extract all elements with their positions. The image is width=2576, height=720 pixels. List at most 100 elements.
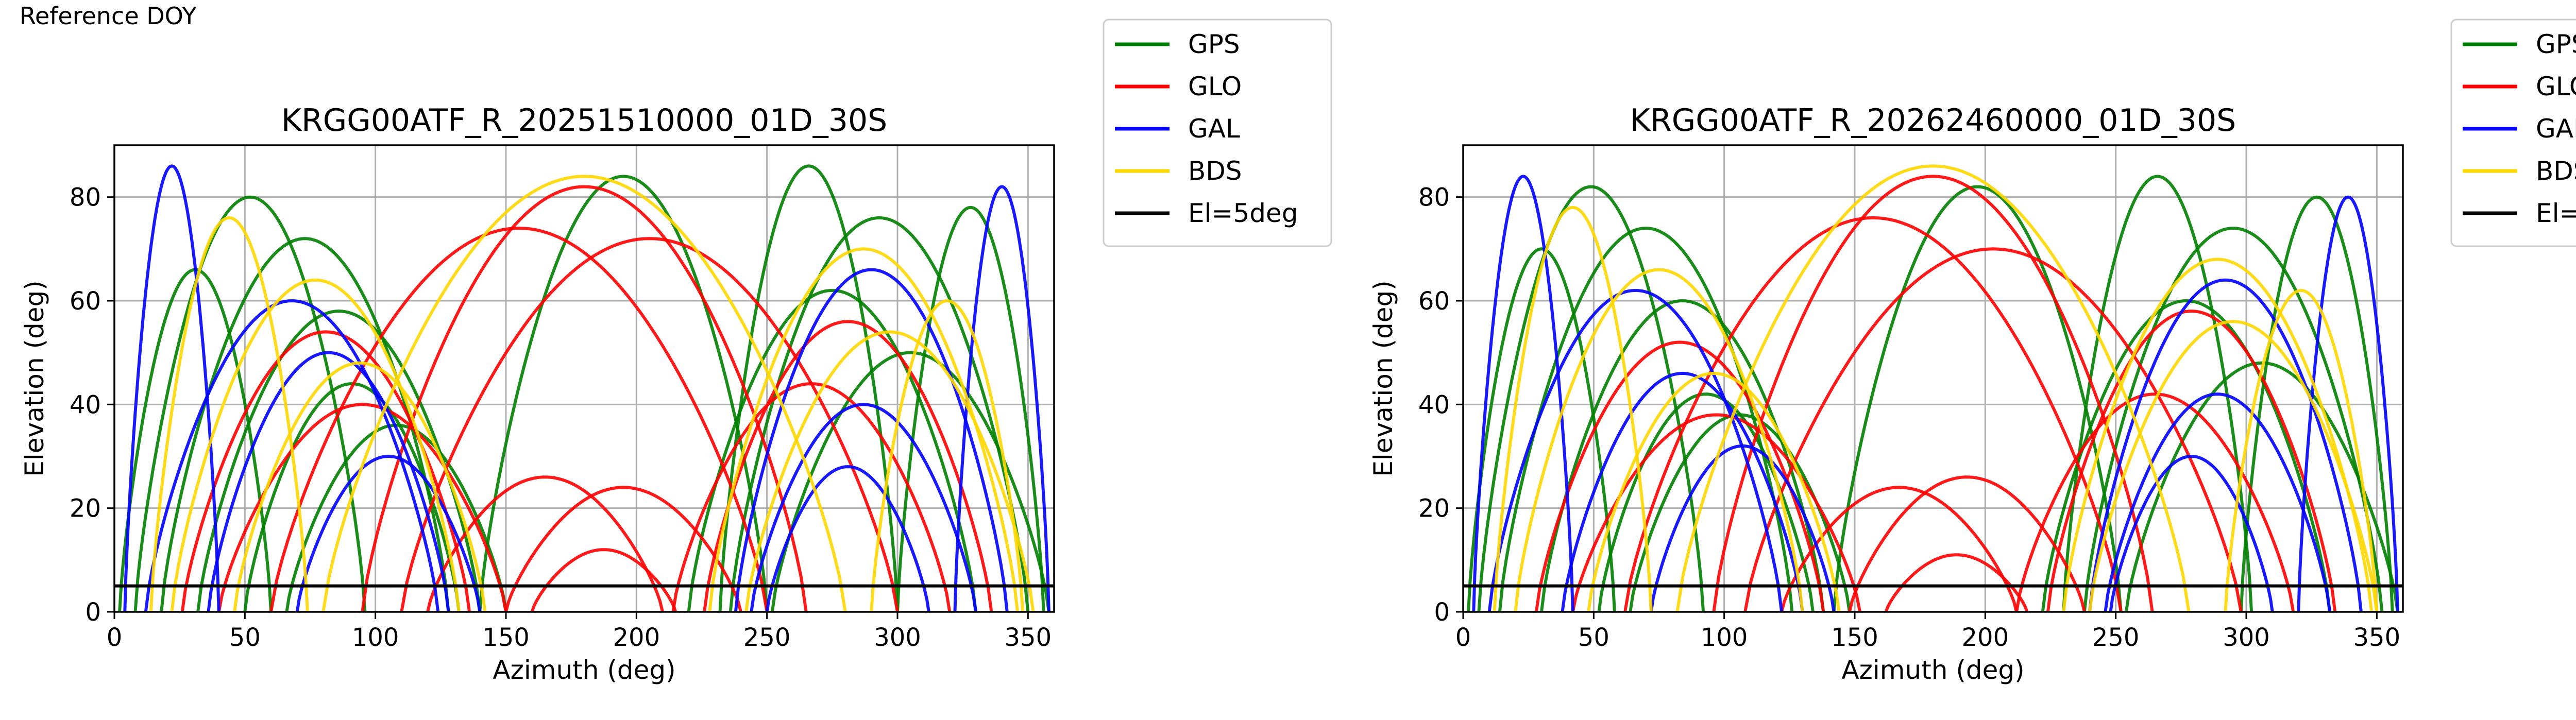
axes-frame xyxy=(113,144,1055,613)
track-bds xyxy=(1514,268,1804,612)
track-gal xyxy=(734,268,1009,612)
track-gal xyxy=(1487,288,1784,612)
track-glo xyxy=(671,382,952,612)
plot-area xyxy=(1467,164,2399,612)
track-bds xyxy=(1493,205,1653,612)
track-gps xyxy=(1467,247,1616,612)
track-gps xyxy=(1540,299,1825,612)
x-tick-label: 50 xyxy=(1578,623,1609,652)
track-bds xyxy=(2224,288,2379,612)
track-gal xyxy=(295,454,482,612)
x-tick-label: 250 xyxy=(2092,623,2140,652)
x-tick-label: 50 xyxy=(229,623,261,652)
track-gal xyxy=(2109,454,2274,612)
x-tick-label: 250 xyxy=(743,623,791,652)
track-gal xyxy=(144,299,440,612)
x-tick-label: 350 xyxy=(1005,623,1052,652)
track-bds xyxy=(321,175,847,612)
track-gps xyxy=(896,205,1045,612)
x-tick-label: 0 xyxy=(1455,623,1471,652)
track-gal xyxy=(2104,392,2332,612)
track-bds xyxy=(708,247,1020,612)
track-glo xyxy=(400,237,899,612)
x-tick-label: 300 xyxy=(874,623,921,652)
track-glo xyxy=(361,185,808,612)
y-tick-label: 0 xyxy=(85,598,101,627)
legend: GPS GLO GAL BDS El=5deg xyxy=(2450,19,2576,247)
legend-label: El=5deg xyxy=(1188,198,1298,228)
track-gps xyxy=(2062,175,2253,612)
legend-label: BDS xyxy=(2536,156,2576,186)
track-gps xyxy=(2082,227,2384,612)
legend-frame xyxy=(1103,19,1332,247)
x-axis-label: Azimuth (deg) xyxy=(493,655,675,685)
legend: GPS GLO GAL BDS El=5deg xyxy=(1103,19,1332,247)
track-gal xyxy=(953,185,1050,612)
track-gps xyxy=(133,195,367,612)
legend-label: GLO xyxy=(2536,72,2576,101)
track-bds xyxy=(149,216,309,612)
track-glo xyxy=(1712,175,2154,612)
track-glo xyxy=(1534,340,1825,612)
track-gal xyxy=(207,351,450,612)
legend-label: GLO xyxy=(1188,72,1242,101)
track-gal xyxy=(750,403,977,612)
track-glo xyxy=(530,548,677,612)
y-tick-label: 80 xyxy=(70,183,101,212)
x-axis-label: Azimuth (deg) xyxy=(1841,655,2024,685)
track-bds xyxy=(233,361,487,612)
track-bds xyxy=(170,278,461,612)
track-gal xyxy=(123,164,221,612)
y-axis-label: Elevation (deg) xyxy=(20,280,49,476)
x-tick-label: 200 xyxy=(1962,623,2009,652)
track-glo xyxy=(504,486,742,612)
x-tick-label: 0 xyxy=(107,623,123,652)
track-gps xyxy=(2239,195,2394,612)
x-tick-label: 150 xyxy=(1831,623,1878,652)
legend-label: GAL xyxy=(1188,114,1240,144)
x-tick-label: 100 xyxy=(1701,623,1748,652)
track-bds xyxy=(1587,371,1841,612)
chart-title: KRGG00ATF_R_20262460000_01D_30S xyxy=(1630,102,2236,139)
track-gal xyxy=(1649,444,1836,612)
y-tick-label: 40 xyxy=(70,390,101,419)
track-bds xyxy=(1675,164,2191,612)
y-tick-label: 40 xyxy=(1418,390,1450,419)
track-gal xyxy=(2088,278,2363,612)
track-gps xyxy=(728,216,1030,612)
track-bds xyxy=(744,330,1035,612)
chart-right: 0 50 100 150 200 250 300 350 0 20 40 60 80 KRGG00ATF_… xyxy=(1368,19,2576,685)
x-tick-label: 150 xyxy=(482,623,530,652)
y-tick-label: 60 xyxy=(70,287,101,316)
track-glo xyxy=(703,320,993,612)
track-bds xyxy=(870,299,1025,612)
track-gal xyxy=(2297,195,2399,612)
track-bds xyxy=(2062,258,2374,612)
track-gal xyxy=(1472,175,1574,612)
legend-label: GAL xyxy=(2536,114,2576,144)
track-glo xyxy=(1623,216,2123,612)
track-glo xyxy=(269,227,769,612)
y-tick-label: 80 xyxy=(1418,183,1450,212)
track-gal xyxy=(1561,371,1804,612)
axes-frame xyxy=(1462,144,2404,613)
legend-frame xyxy=(2450,19,2576,247)
x-tick-label: 100 xyxy=(352,623,399,652)
track-gps xyxy=(478,175,769,612)
track-gps xyxy=(718,164,899,612)
track-bds xyxy=(2088,320,2379,612)
y-axis-label: Elevation (deg) xyxy=(1368,280,1398,476)
track-glo xyxy=(180,330,471,612)
legend-label: El=5deg xyxy=(2536,198,2576,228)
track-gps xyxy=(196,310,482,612)
chart-left: 0 50 100 150 200 250 300 350 0 20 40 60 80 KRGG00ATF_… xyxy=(20,19,1332,685)
legend-label: GPS xyxy=(2536,29,2576,59)
x-tick-label: 300 xyxy=(2223,623,2270,652)
x-tick-label: 200 xyxy=(613,623,660,652)
x-tick-label: 350 xyxy=(2353,623,2401,652)
reference-doy-label: Reference DOY xyxy=(20,2,197,30)
track-glo xyxy=(2015,392,2295,612)
legend-label: GPS xyxy=(1188,29,1240,59)
y-tick-label: 20 xyxy=(1418,494,1450,523)
